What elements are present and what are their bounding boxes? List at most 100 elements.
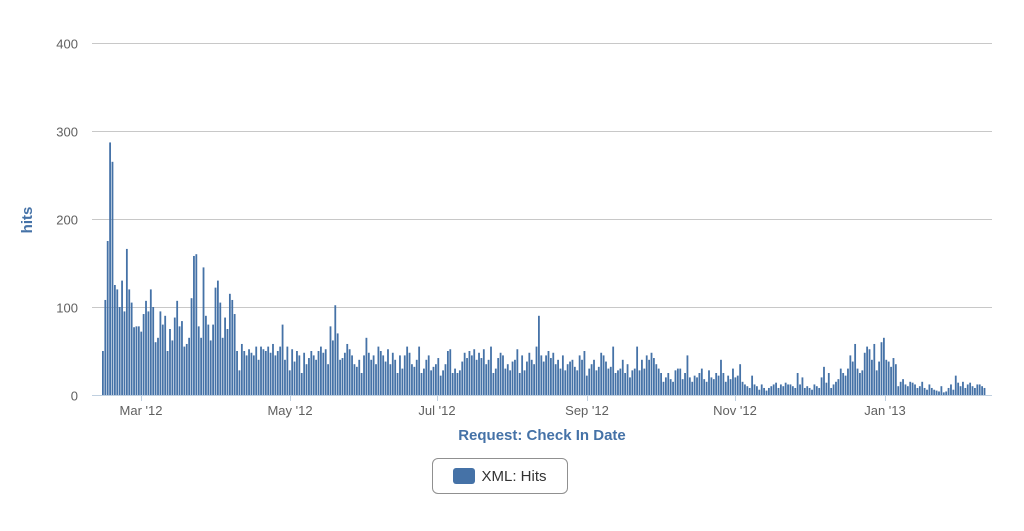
bar[interactable]	[480, 358, 483, 395]
bar[interactable]	[590, 364, 593, 395]
bar[interactable]	[643, 368, 646, 395]
bar[interactable]	[653, 358, 655, 395]
bar[interactable]	[672, 381, 674, 395]
bar[interactable]	[461, 361, 464, 395]
bar[interactable]	[521, 355, 524, 395]
bar[interactable]	[272, 343, 274, 395]
bar[interactable]	[871, 359, 873, 395]
bar[interactable]	[123, 311, 126, 395]
bar[interactable]	[641, 359, 643, 395]
bar[interactable]	[106, 241, 109, 395]
bar[interactable]	[363, 355, 365, 395]
bar[interactable]	[729, 379, 732, 395]
bar[interactable]	[741, 381, 744, 395]
bar[interactable]	[401, 368, 404, 395]
bar[interactable]	[576, 370, 579, 395]
bar[interactable]	[957, 382, 960, 395]
bar[interactable]	[813, 384, 816, 395]
bar[interactable]	[236, 351, 238, 395]
bar[interactable]	[262, 349, 265, 395]
bar[interactable]	[526, 361, 528, 395]
bar[interactable]	[696, 377, 698, 395]
bar[interactable]	[638, 370, 641, 395]
bar[interactable]	[770, 386, 773, 395]
bar[interactable]	[727, 375, 730, 395]
bar[interactable]	[923, 387, 926, 395]
bar[interactable]	[482, 349, 485, 395]
bar[interactable]	[746, 386, 749, 395]
bar[interactable]	[343, 352, 346, 395]
bar[interactable]	[650, 352, 653, 395]
bar[interactable]	[935, 390, 938, 395]
bar[interactable]	[183, 346, 186, 395]
bar[interactable]	[894, 364, 897, 395]
bar[interactable]	[796, 373, 799, 395]
bar[interactable]	[976, 384, 979, 395]
bar[interactable]	[406, 346, 409, 395]
bar[interactable]	[432, 366, 435, 395]
bar[interactable]	[914, 384, 916, 395]
bar[interactable]	[609, 366, 612, 395]
bar[interactable]	[880, 342, 883, 395]
bar[interactable]	[442, 370, 444, 395]
bar[interactable]	[284, 359, 286, 395]
bar[interactable]	[116, 289, 119, 395]
bar[interactable]	[602, 355, 605, 395]
bar[interactable]	[581, 359, 583, 395]
bar[interactable]	[684, 373, 686, 395]
bar[interactable]	[152, 307, 155, 395]
bar[interactable]	[724, 381, 727, 395]
bar[interactable]	[102, 351, 104, 395]
bar[interactable]	[878, 361, 880, 395]
bar[interactable]	[200, 337, 203, 395]
bar[interactable]	[291, 349, 294, 395]
bar[interactable]	[981, 386, 984, 395]
bar[interactable]	[439, 375, 442, 395]
bar[interactable]	[887, 361, 890, 395]
bar[interactable]	[530, 359, 533, 395]
bar[interactable]	[808, 387, 811, 395]
bar[interactable]	[710, 377, 713, 395]
bar[interactable]	[312, 355, 315, 395]
bar[interactable]	[614, 373, 617, 395]
bar[interactable]	[367, 352, 370, 395]
bar[interactable]	[588, 368, 591, 395]
bar[interactable]	[308, 358, 310, 395]
bar[interactable]	[758, 389, 761, 395]
bar[interactable]	[700, 368, 703, 395]
bar[interactable]	[605, 361, 607, 395]
bar[interactable]	[885, 359, 888, 395]
bar[interactable]	[238, 370, 241, 395]
bar[interactable]	[125, 248, 128, 395]
bar[interactable]	[142, 314, 145, 395]
bar[interactable]	[511, 361, 514, 395]
bar[interactable]	[789, 384, 792, 395]
bar[interactable]	[514, 359, 516, 395]
bar[interactable]	[276, 351, 279, 395]
bar[interactable]	[159, 311, 162, 395]
bar[interactable]	[365, 337, 368, 395]
bar[interactable]	[626, 364, 629, 395]
bar[interactable]	[130, 302, 133, 395]
bar[interactable]	[799, 384, 801, 395]
bar[interactable]	[861, 370, 864, 395]
bar[interactable]	[681, 379, 684, 395]
bar[interactable]	[645, 355, 648, 395]
bar[interactable]	[331, 340, 334, 395]
bar[interactable]	[765, 390, 768, 395]
bar[interactable]	[171, 340, 174, 395]
bar[interactable]	[216, 280, 219, 395]
bar[interactable]	[854, 343, 857, 395]
bar[interactable]	[928, 384, 931, 395]
bar[interactable]	[281, 324, 284, 395]
bar[interactable]	[744, 384, 746, 395]
bar[interactable]	[962, 381, 964, 395]
bar[interactable]	[794, 387, 797, 395]
bar[interactable]	[906, 386, 909, 395]
bar[interactable]	[341, 358, 344, 395]
bar[interactable]	[305, 364, 308, 395]
bar[interactable]	[408, 352, 411, 395]
bar[interactable]	[698, 373, 701, 395]
bar[interactable]	[856, 368, 859, 395]
bar[interactable]	[176, 300, 179, 395]
